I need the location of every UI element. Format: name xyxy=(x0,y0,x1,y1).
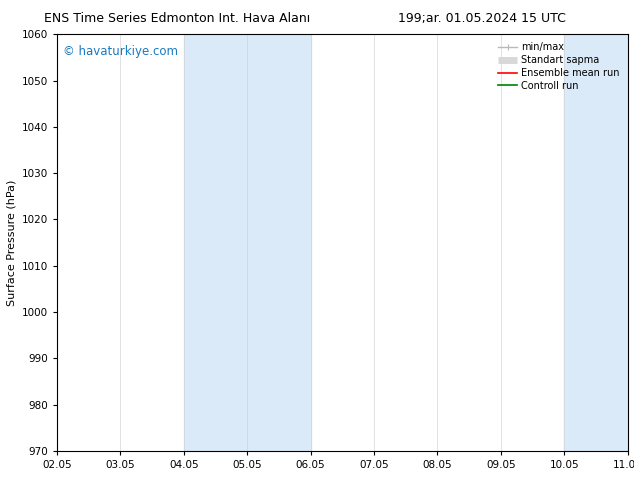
Legend: min/max, Standart sapma, Ensemble mean run, Controll run: min/max, Standart sapma, Ensemble mean r… xyxy=(495,39,623,94)
Bar xyxy=(184,34,247,451)
Bar xyxy=(628,34,634,451)
Y-axis label: Surface Pressure (hPa): Surface Pressure (hPa) xyxy=(6,179,16,306)
Bar xyxy=(247,34,311,451)
Text: 199;ar. 01.05.2024 15 UTC: 199;ar. 01.05.2024 15 UTC xyxy=(398,12,566,25)
Text: © havaturkiye.com: © havaturkiye.com xyxy=(63,45,178,58)
Bar xyxy=(564,34,628,451)
Text: ENS Time Series Edmonton Int. Hava Alanı: ENS Time Series Edmonton Int. Hava Alanı xyxy=(44,12,311,25)
